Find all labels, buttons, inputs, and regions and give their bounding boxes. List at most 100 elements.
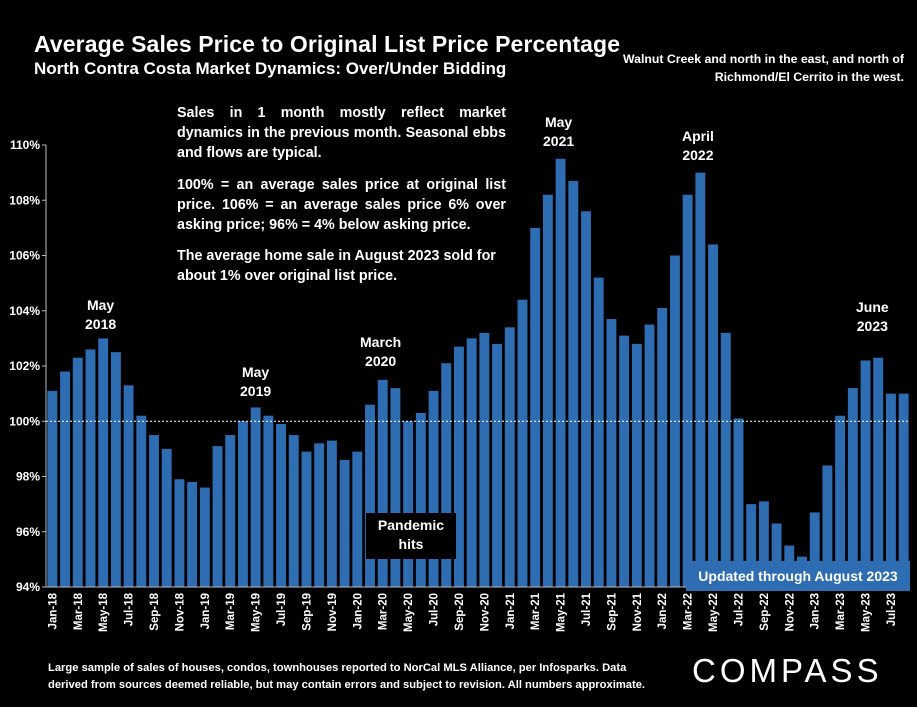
y-tick-label: 110% (10, 138, 40, 152)
bar-Sep-20 (453, 346, 464, 587)
chart-subtitle: North Contra Costa Market Dynamics: Over… (34, 59, 507, 78)
pandemic-line: Pandemic (377, 517, 445, 533)
bar-Aug-20 (441, 363, 452, 587)
bar-Aug-19 (288, 435, 299, 587)
bar-Dec-21 (644, 324, 655, 587)
bar-May-23 (860, 360, 871, 587)
bar-Jan-23 (809, 512, 820, 587)
x-tick-label: Jul-21 (581, 592, 593, 626)
bar-Nov-19 (326, 440, 337, 587)
bar-Sep-18 (149, 435, 159, 587)
annotation-april-2022: April 2022 (682, 127, 714, 165)
annotation-line: 2019 (240, 383, 272, 399)
bars-group (47, 158, 909, 588)
bar-Jun-18 (110, 352, 121, 587)
annotation-line: 2022 (682, 147, 714, 163)
bar-Jul-18 (123, 385, 134, 587)
bar-Aug-18 (136, 415, 147, 587)
footer-note: Large sample of sales of houses, condos,… (48, 662, 646, 691)
bar-Nov-18 (174, 479, 185, 587)
bar-May-21 (555, 158, 566, 587)
bar-Jul-20 (428, 390, 439, 587)
chart-title: Average Sales Price to Original List Pri… (34, 31, 621, 57)
x-tick-label: Sep-18 (149, 592, 161, 630)
y-tick-label: 102% (9, 359, 40, 373)
x-tick-label: Mar-19 (225, 593, 237, 630)
bar-Apr-23 (847, 388, 858, 587)
bar-Jul-21 (581, 211, 591, 588)
annotation-line: April (682, 128, 714, 144)
bar-Dec-20 (492, 343, 503, 587)
x-tick-label: May-23 (861, 593, 873, 632)
x-tick-label: Sep-19 (301, 593, 313, 631)
bar-Nov-20 (479, 332, 490, 587)
annotation-line: May (544, 114, 573, 130)
annotation-line: June (856, 299, 889, 315)
annotation-line: 2018 (85, 316, 117, 332)
note-1: Sales in 1 month mostly reflect market d… (177, 105, 506, 162)
bar-Jul-19 (276, 424, 287, 587)
x-tick-label: Mar-18 (73, 592, 85, 630)
x-tick-label: Jul-22 (733, 593, 745, 626)
y-tick-label: 106% (9, 249, 40, 263)
bar-Oct-21 (619, 335, 630, 587)
bar-Feb-18 (60, 371, 71, 587)
bar-May-22 (708, 244, 719, 587)
annotation-may-2018: May 2018 (85, 296, 116, 334)
y-tick-label: 104% (9, 304, 40, 318)
x-tick-label: Jan-19 (200, 593, 212, 629)
x-tick-label: Jan-21 (505, 592, 517, 629)
bar-Dec-18 (187, 482, 198, 587)
bar-Mar-22 (682, 194, 693, 587)
bar-Feb-21 (517, 299, 528, 587)
x-tick-label: Nov-20 (479, 593, 491, 631)
bar-May-19 (250, 407, 261, 587)
x-tick-label: Nov-18 (174, 592, 186, 631)
x-tick-label: Sep-21 (606, 592, 618, 630)
bar-Jun-21 (568, 180, 579, 587)
x-tick-label: Sep-22 (759, 593, 771, 631)
bar-Jan-21 (504, 327, 515, 587)
x-tick-label: Nov-21 (632, 592, 644, 631)
y-tick-label: 96% (16, 525, 40, 539)
bar-Apr-20 (390, 388, 401, 587)
bar-Feb-20 (365, 404, 375, 587)
bar-Sep-21 (606, 319, 617, 587)
bar-Dec-19 (339, 459, 350, 587)
bar-Sep-22 (758, 501, 769, 587)
pandemic-line: hits (398, 536, 424, 552)
annotation-line: 2020 (365, 353, 397, 369)
bar-Jan-18 (47, 390, 58, 587)
y-tick-label: 94% (16, 580, 40, 594)
x-tick-label: May-18 (98, 592, 110, 632)
bar-May-20 (403, 421, 414, 587)
annotation-line: 2021 (543, 133, 575, 149)
pandemic-label: Pandemic hits (366, 513, 456, 559)
note-2: 100% = an average sales price at origina… (177, 176, 506, 234)
bar-Oct-22 (771, 523, 782, 587)
bar-Jan-19 (199, 487, 210, 587)
x-tick-label: Jul-18 (124, 592, 136, 626)
bar-Aug-23 (898, 393, 909, 588)
annotation-line: May (86, 297, 115, 313)
annotation-line: 2023 (856, 318, 888, 334)
bar-Mar-18 (72, 357, 83, 587)
x-tick-label: Nov-19 (327, 593, 339, 631)
bar-Apr-21 (542, 194, 553, 587)
x-tick-label: Jan-18 (47, 592, 59, 629)
x-tick-label: Sep-20 (454, 593, 466, 631)
notes-panel: Sales in 1 month mostly reflect market d… (177, 103, 506, 298)
x-tick-label: Jul-23 (886, 593, 898, 626)
bar-Oct-18 (161, 448, 172, 588)
bar-May-18 (98, 338, 109, 588)
bar-Jul-23 (885, 393, 896, 588)
note-3: The average home sale in August 2023 sol… (177, 248, 496, 285)
x-tick-label: Jul-20 (429, 593, 441, 626)
x-tick-label: Nov-22 (784, 593, 796, 631)
x-tick-label: Jan-22 (657, 593, 669, 629)
bar-Mar-23 (835, 415, 846, 587)
y-tick-label: 100% (9, 414, 40, 428)
y-tick-label: 108% (9, 193, 40, 207)
x-tick-label: Mar-20 (378, 593, 390, 630)
bar-Mar-21 (530, 227, 541, 588)
